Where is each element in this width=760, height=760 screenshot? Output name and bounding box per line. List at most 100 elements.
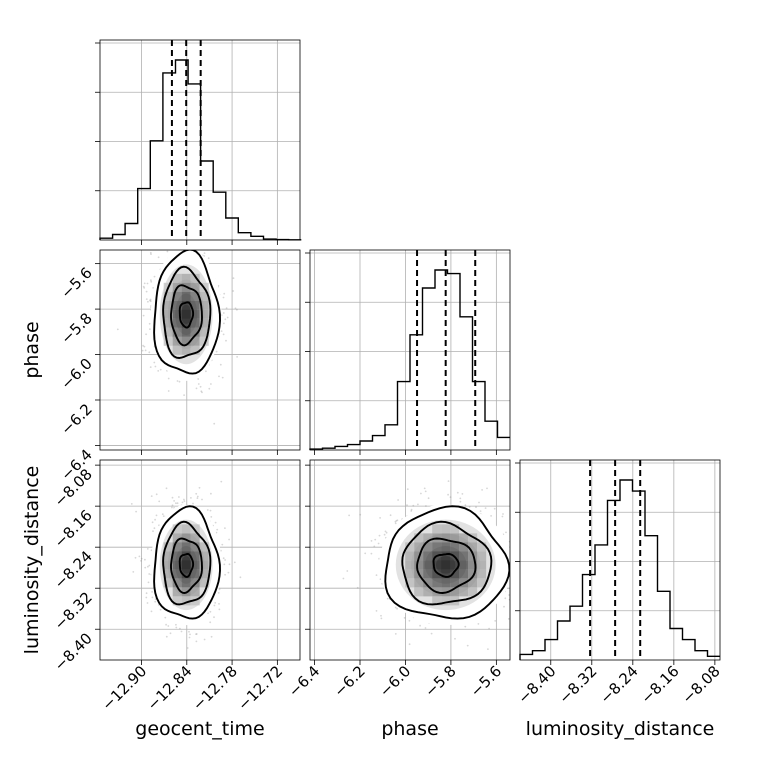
density-cell — [172, 345, 182, 355]
density-cell — [459, 560, 469, 570]
sample-point — [143, 345, 146, 348]
density-cell — [468, 578, 478, 588]
sample-point — [386, 597, 389, 600]
density-cell — [172, 291, 182, 301]
sample-point — [144, 349, 147, 352]
contour-line-2 — [170, 284, 203, 347]
sample-point — [153, 275, 156, 278]
sample-point — [198, 486, 201, 489]
sample-point — [140, 557, 143, 560]
density-cell — [477, 542, 487, 552]
joint-panel-geocent_time-phase — [99, 180, 301, 451]
sample-point — [175, 502, 177, 505]
sample-point — [410, 508, 413, 511]
sample-point — [461, 493, 464, 495]
sample-point — [209, 621, 212, 624]
sample-point — [424, 490, 427, 493]
x-tick-label-phase: −6.2 — [330, 662, 368, 700]
sample-point — [220, 330, 223, 332]
x-tick-label-phase: −6.0 — [376, 662, 414, 700]
density-cell — [172, 336, 182, 346]
density-cell — [190, 336, 200, 346]
sample-point — [502, 513, 504, 515]
sample-point — [210, 383, 212, 385]
density-cell — [199, 318, 209, 328]
sample-point — [228, 538, 231, 541]
sample-point — [207, 257, 210, 260]
density-cell — [414, 587, 424, 597]
sample-point — [216, 246, 218, 248]
density-cell — [432, 542, 442, 552]
sample-point — [134, 556, 137, 559]
density-cell — [163, 560, 173, 570]
sample-point — [159, 243, 161, 245]
density-cell — [190, 345, 200, 355]
sample-point — [149, 366, 152, 368]
sample-point — [523, 543, 525, 545]
density-cell — [172, 309, 182, 319]
sample-point — [213, 616, 215, 619]
sample-point — [209, 610, 212, 613]
sample-point — [154, 365, 157, 368]
density-cell — [181, 300, 191, 310]
y-tick-label-phase: −5.8 — [57, 309, 95, 347]
density-cell — [172, 560, 182, 570]
sample-point — [206, 509, 209, 511]
sample-point — [164, 616, 167, 619]
x-tick-label-phase: −5.8 — [421, 662, 459, 700]
sample-point — [219, 363, 222, 366]
sample-point — [484, 507, 487, 509]
sample-point — [116, 328, 119, 331]
density-cell — [172, 318, 182, 328]
density-cell — [163, 542, 173, 552]
sample-point — [138, 555, 141, 558]
sample-point — [224, 318, 227, 321]
sample-point — [146, 548, 149, 550]
contour-line-3 — [178, 553, 195, 578]
sample-point — [142, 344, 145, 347]
density-cell — [172, 551, 182, 561]
sample-point — [375, 610, 378, 612]
marginal-panel-luminosity_distance — [515, 459, 721, 661]
x-tick-label-geocent_time: −12.72 — [234, 662, 286, 714]
sample-point — [175, 623, 177, 626]
sample-point — [150, 279, 152, 282]
sample-point — [189, 243, 191, 245]
sample-point — [213, 604, 216, 607]
density-cell — [172, 273, 182, 283]
sample-point — [195, 633, 198, 635]
density-cell — [405, 560, 415, 570]
density-cell — [181, 524, 191, 534]
density-cell — [199, 300, 209, 310]
density-cell — [172, 542, 182, 552]
sample-point — [406, 488, 409, 491]
sample-point — [475, 506, 477, 509]
density-cell — [163, 318, 173, 328]
panel-frame — [99, 459, 301, 661]
sample-point — [493, 507, 496, 510]
density-cell — [163, 327, 173, 337]
density-cell — [181, 542, 191, 552]
x-tick-label-phase: −5.6 — [467, 662, 505, 700]
density-cell — [423, 578, 433, 588]
sample-point — [515, 546, 517, 548]
sample-point — [447, 480, 450, 482]
sample-point — [148, 351, 151, 354]
sample-point — [213, 422, 216, 425]
sample-point — [169, 632, 172, 635]
sample-point — [477, 623, 480, 625]
x-tick-label-luminosity_distance: −8.32 — [555, 662, 600, 707]
sample-point — [153, 527, 156, 530]
sample-point — [197, 383, 200, 385]
sample-point — [220, 480, 223, 483]
sample-point — [165, 623, 168, 626]
x-tick-label-phase: −6.4 — [285, 662, 323, 700]
sample-point — [130, 503, 133, 505]
density-cell — [190, 273, 200, 283]
density-cell — [441, 569, 451, 579]
contour-line-2 — [416, 537, 477, 594]
sample-point — [159, 180, 161, 182]
density-cell — [172, 569, 182, 579]
density-cell — [172, 587, 182, 597]
sample-point — [216, 528, 219, 531]
